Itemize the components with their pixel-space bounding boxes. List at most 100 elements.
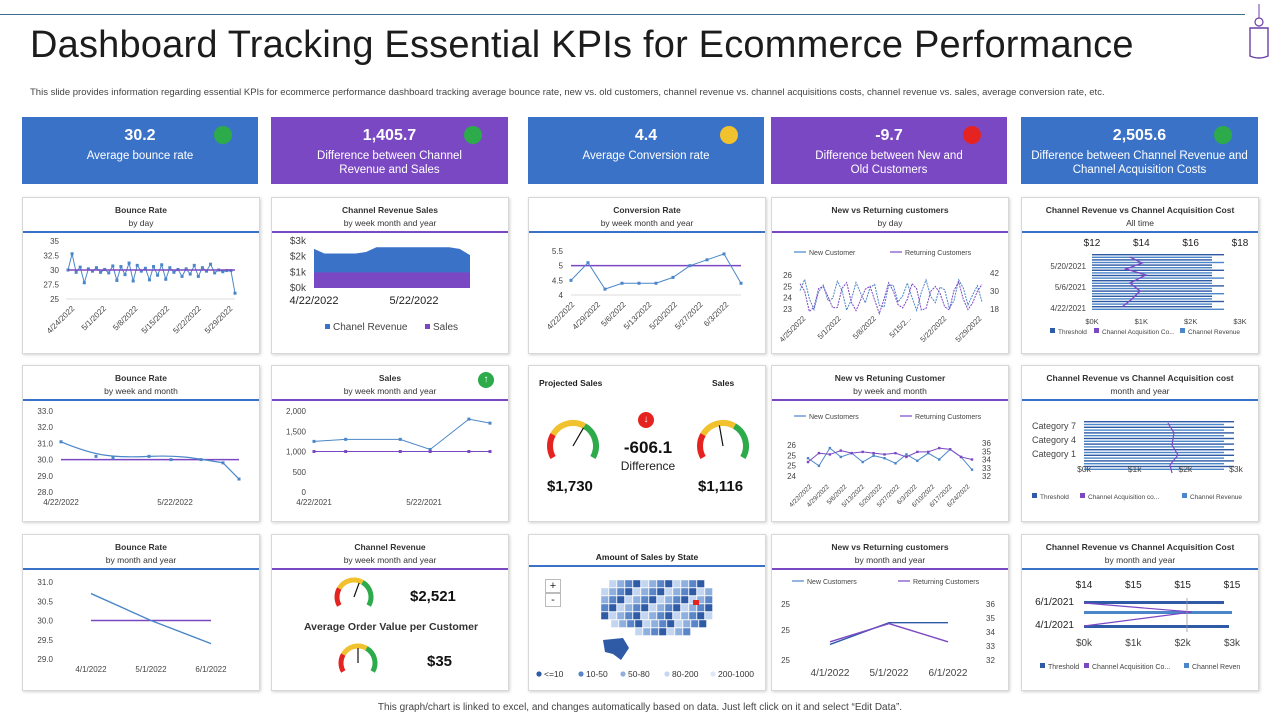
green-arrow-icon bbox=[214, 126, 232, 144]
kpi-card-channel-revenue-sales[interactable]: 1,405.7 Difference between Channel Reven… bbox=[271, 117, 508, 184]
series-line bbox=[67, 253, 236, 294]
state-shape bbox=[688, 611, 697, 620]
gauge-segment bbox=[334, 587, 342, 607]
y-tick-label: 25 bbox=[781, 600, 790, 609]
average-order-label: Average Order Value per Customer bbox=[303, 621, 479, 633]
panel-title: Bounce Rate bbox=[115, 205, 167, 215]
legend-label: 50-80 bbox=[628, 669, 650, 679]
y-tick-label: $0k bbox=[290, 283, 307, 294]
data-point bbox=[172, 270, 176, 274]
panel-subtitle: All time bbox=[1126, 218, 1154, 228]
x-tick-label-top: $12 bbox=[1084, 238, 1101, 249]
chart-channel-rev-acq-alltime[interactable]: $12 $14 $16 $18 5/20/2021 5/6/2021 4/22/2021 $0… bbox=[1022, 233, 1259, 354]
x-tick-label: $2k bbox=[1178, 464, 1192, 474]
data-point bbox=[916, 450, 919, 454]
panel-title: Channel Revenue vs Channel Acquisition c… bbox=[1046, 373, 1234, 383]
revenue-bar bbox=[1084, 611, 1232, 614]
state-shape bbox=[672, 595, 681, 604]
legend-swatch bbox=[578, 671, 584, 677]
chart-channel-rev-acq-month[interactable]: Category 7 Category 4 Category 1$0k $1k $2k $… bbox=[1022, 401, 1259, 522]
state-shape bbox=[634, 619, 643, 628]
acquisition-cost-line bbox=[1167, 422, 1179, 474]
data-point bbox=[828, 446, 832, 450]
state-shape bbox=[616, 595, 625, 604]
data-point bbox=[78, 265, 82, 269]
data-point bbox=[131, 279, 135, 283]
y-tick-label: 35 bbox=[986, 614, 995, 623]
y-tick-label: 4 bbox=[559, 291, 564, 300]
x-tick-label: $2k bbox=[1175, 638, 1192, 649]
data-point bbox=[135, 263, 139, 267]
revenue-bar bbox=[1084, 457, 1224, 459]
legend-label: Channel Acquisition Co... bbox=[1102, 329, 1175, 336]
data-point bbox=[312, 439, 316, 443]
state-shape bbox=[674, 627, 683, 636]
data-point bbox=[817, 464, 821, 468]
state-shape bbox=[690, 619, 699, 628]
y-tick-label: 30.0 bbox=[37, 456, 53, 465]
state-shape bbox=[680, 587, 689, 596]
legend-label: Channel Acquisition Co... bbox=[1092, 664, 1170, 671]
data-point bbox=[883, 453, 886, 456]
chart-new-returning-week[interactable]: New Customers Returning Customers26252524… bbox=[772, 401, 1009, 522]
state-shape bbox=[680, 603, 689, 612]
state-shape bbox=[624, 579, 633, 588]
kpi-label: Difference between Channel Revenue and C… bbox=[1031, 150, 1248, 176]
x-tick-label: 5/22/2022 bbox=[157, 498, 193, 507]
chart-sales-week[interactable]: 2,000 1,500 1,000 500 04/22/2021 5/22/2021 bbox=[272, 401, 509, 522]
state-shape bbox=[632, 579, 641, 588]
panel-title: Bounce Rate bbox=[115, 373, 167, 383]
y-tick-label: 25 bbox=[787, 462, 796, 471]
panel-divider bbox=[272, 568, 508, 570]
chart-bounce-rate-week[interactable]: 33.0 32.0 31.0 30.0 29.0 28.04/22/2022 5/22/20… bbox=[23, 401, 260, 522]
chart-channel-rev-acq-monthyear[interactable]: $14 $15 $15 $15 6/1/2021 4/1/2021$0k $1k $2k $3k… bbox=[1022, 570, 1259, 691]
revenue-bar bbox=[1092, 295, 1212, 297]
zoom-out-button[interactable]: - bbox=[545, 593, 561, 607]
panel-channel-rev-acq-alltime: Channel Revenue vs Channel Acquisition C… bbox=[1021, 197, 1259, 354]
chart-new-returning-day[interactable]: New Customer Returning Customers262524234… bbox=[772, 233, 1009, 354]
sales-value: $1,116 bbox=[698, 478, 744, 495]
gauge-segment bbox=[700, 420, 736, 437]
revenue-bar bbox=[1084, 460, 1234, 462]
zoom-in-button[interactable]: + bbox=[545, 579, 561, 593]
chart-channel-revenue-sales[interactable]: $3k $2k $1k $0k4/22/2022 5/22/2022 Chanel Rev… bbox=[272, 233, 509, 354]
state-shape bbox=[634, 627, 643, 636]
state-shape bbox=[608, 579, 617, 588]
data-point bbox=[74, 270, 78, 274]
state-shape bbox=[600, 587, 609, 596]
data-point bbox=[883, 457, 886, 460]
x-tick-label: 5/1/2022 bbox=[870, 668, 909, 679]
kpi-card-new-old-customers[interactable]: -9.7 Difference between New and Old Cust… bbox=[771, 117, 1007, 184]
x-tick-label: 5/1/2022 bbox=[135, 665, 167, 674]
y-tick-label: 25 bbox=[787, 451, 796, 460]
data-point bbox=[806, 460, 810, 464]
kpi-card-conversion-rate[interactable]: 4.4 Average Conversion rate bbox=[528, 117, 764, 184]
x-tick-label: 4/24/2022 bbox=[45, 304, 77, 336]
revenue-bar bbox=[1084, 451, 1224, 454]
gauge-segment bbox=[732, 423, 749, 459]
category-label: 6/1/2021 bbox=[1035, 597, 1074, 608]
kpi-card-revenue-acquisition[interactable]: 2,505.6 Difference between Channel Reven… bbox=[1021, 117, 1258, 184]
state-shape bbox=[680, 579, 689, 588]
panel-divider bbox=[1022, 399, 1258, 401]
data-point bbox=[428, 450, 432, 453]
x-tick-label: $1k bbox=[1125, 638, 1142, 649]
chart-new-returning-month[interactable]: New Customers Returning Customers 25 25 25 36… bbox=[772, 570, 1009, 691]
kpi-card-bounce-rate[interactable]: 30.2 Average bounce rate bbox=[22, 117, 258, 184]
legend-label: Returning Customers bbox=[913, 579, 980, 586]
revenue-bar bbox=[1092, 290, 1212, 292]
panel-divider bbox=[23, 568, 259, 570]
y-tick-label: 30.0 bbox=[37, 617, 53, 626]
chart-conversion-rate[interactable]: 5.554.544/22/20224/29/20225/6/20225/13/2… bbox=[529, 233, 766, 354]
kpi-value: 2,505.6 bbox=[1112, 127, 1167, 144]
x-tick-label: $1k bbox=[1128, 464, 1142, 474]
state-shape bbox=[672, 587, 681, 596]
data-point bbox=[905, 455, 908, 459]
y-tick-label: 1,500 bbox=[286, 427, 307, 436]
data-point bbox=[147, 454, 151, 458]
chart-bounce-rate-month[interactable]: 31.0 30.5 30.0 29.5 29.0 4/1/2022 5/1/2022 6/1/… bbox=[23, 570, 260, 691]
chart-sales-by-state-map[interactable]: <=10 10-50 50-80 80-200 200-1000 bbox=[529, 568, 766, 691]
revenue-bar bbox=[1084, 449, 1234, 451]
x-tick-label-top: $14 bbox=[1133, 238, 1150, 249]
